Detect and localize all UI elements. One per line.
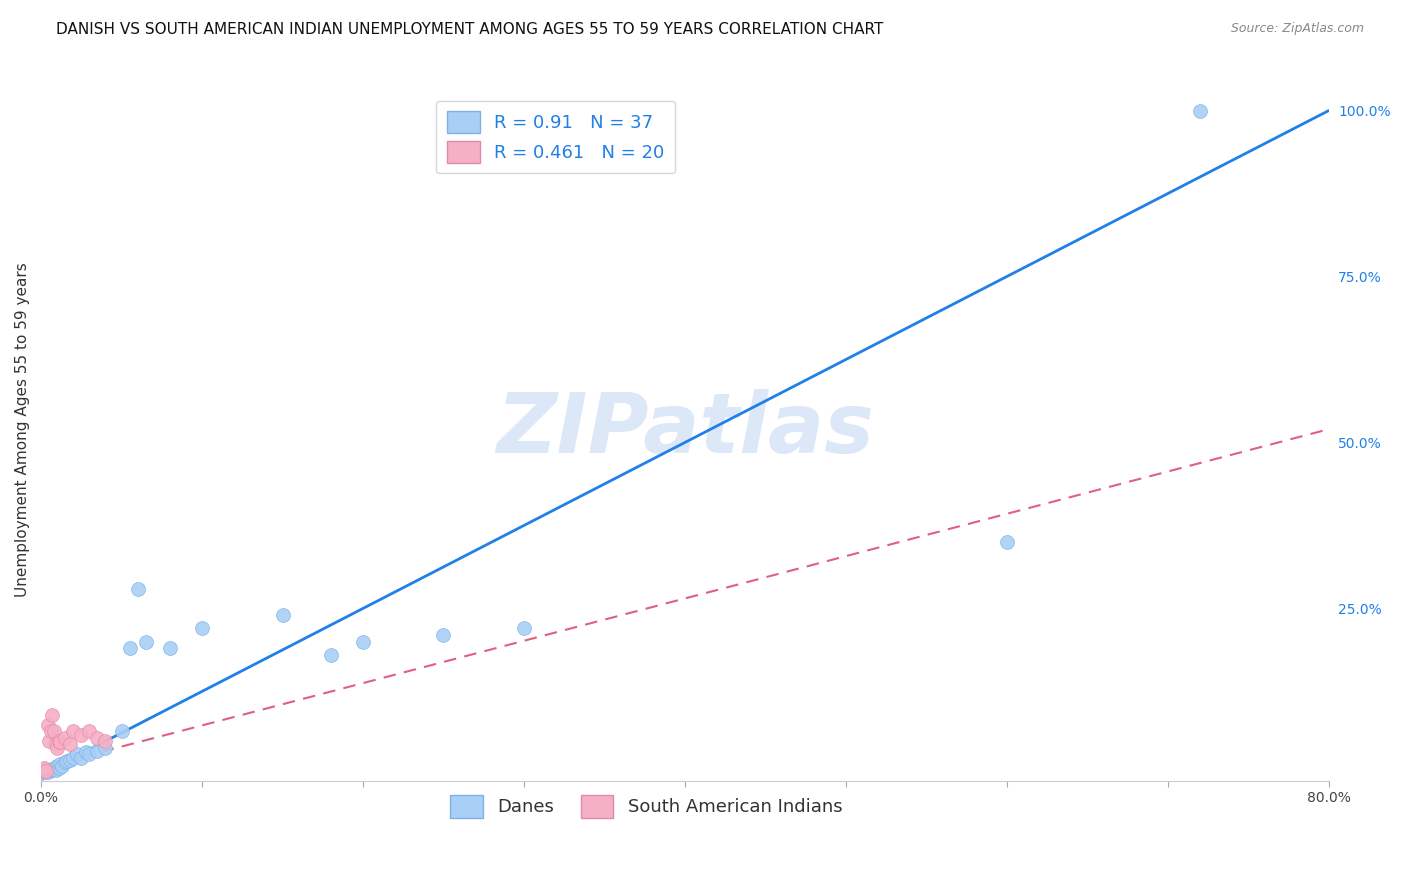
Point bbox=[31, 762, 53, 776]
Point bbox=[31, 764, 53, 778]
Text: DANISH VS SOUTH AMERICAN INDIAN UNEMPLOYMENT AMONG AGES 55 TO 59 YEARS CORRELATI: DANISH VS SOUTH AMERICAN INDIAN UNEMPLOY… bbox=[56, 22, 883, 37]
Point bbox=[45, 763, 67, 777]
Point bbox=[127, 582, 149, 596]
Point bbox=[432, 628, 454, 642]
Point bbox=[39, 724, 62, 739]
Point bbox=[110, 724, 132, 739]
Text: ZIPatlas: ZIPatlas bbox=[496, 389, 873, 470]
Y-axis label: Unemployment Among Ages 55 to 59 years: Unemployment Among Ages 55 to 59 years bbox=[15, 262, 30, 597]
Point bbox=[94, 740, 117, 755]
Point bbox=[46, 759, 69, 773]
Point bbox=[38, 763, 60, 777]
Point bbox=[42, 761, 65, 775]
Point bbox=[86, 731, 108, 745]
Point bbox=[118, 641, 141, 656]
Point bbox=[38, 734, 60, 748]
Point bbox=[135, 634, 157, 648]
Point bbox=[34, 765, 56, 780]
Point bbox=[30, 764, 52, 778]
Point bbox=[75, 746, 97, 760]
Point bbox=[37, 717, 59, 731]
Point bbox=[59, 753, 82, 767]
Point bbox=[62, 751, 84, 765]
Point bbox=[59, 738, 82, 752]
Point bbox=[51, 758, 73, 772]
Point bbox=[49, 735, 72, 749]
Legend: Danes, South American Indians: Danes, South American Indians bbox=[443, 789, 849, 825]
Point bbox=[271, 608, 294, 623]
Point bbox=[30, 766, 52, 780]
Point bbox=[56, 754, 79, 768]
Point bbox=[42, 724, 65, 739]
Point bbox=[48, 734, 70, 748]
Point bbox=[45, 738, 67, 752]
Point bbox=[37, 764, 59, 779]
Point bbox=[53, 731, 76, 745]
Point bbox=[86, 744, 108, 758]
Point bbox=[1188, 103, 1211, 118]
Point bbox=[79, 724, 101, 739]
Point bbox=[70, 727, 93, 741]
Point bbox=[191, 621, 214, 635]
Point bbox=[70, 751, 93, 765]
Point bbox=[62, 724, 84, 739]
Point bbox=[94, 734, 117, 748]
Point bbox=[41, 762, 63, 776]
Point bbox=[159, 641, 181, 656]
Point bbox=[34, 761, 56, 775]
Point bbox=[35, 764, 58, 778]
Text: Source: ZipAtlas.com: Source: ZipAtlas.com bbox=[1230, 22, 1364, 36]
Point bbox=[79, 747, 101, 762]
Point bbox=[995, 535, 1018, 549]
Point bbox=[39, 764, 62, 778]
Point bbox=[41, 707, 63, 722]
Point bbox=[48, 761, 70, 775]
Point bbox=[49, 757, 72, 772]
Point bbox=[53, 756, 76, 770]
Point bbox=[46, 740, 69, 755]
Point bbox=[65, 747, 87, 762]
Point bbox=[35, 764, 58, 778]
Point bbox=[513, 621, 536, 635]
Point bbox=[352, 634, 374, 648]
Point bbox=[319, 648, 342, 662]
